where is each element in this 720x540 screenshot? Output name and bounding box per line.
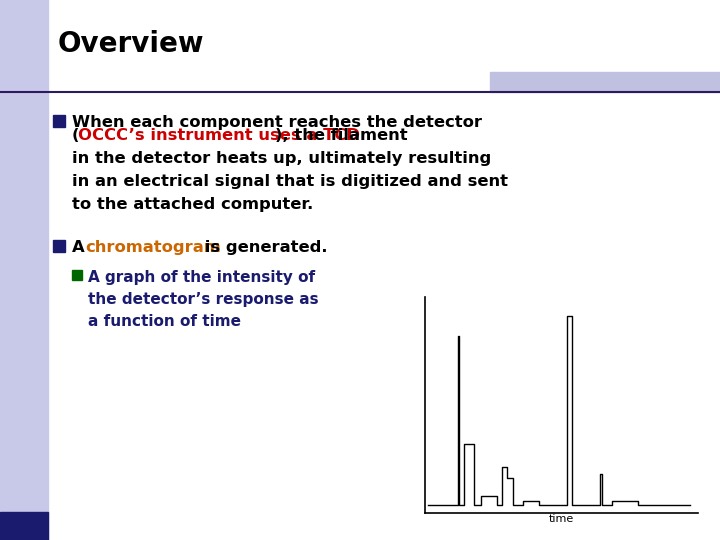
Text: in the detector heats up, ultimately resulting: in the detector heats up, ultimately res… bbox=[72, 151, 491, 166]
X-axis label: time: time bbox=[549, 515, 575, 524]
Text: A: A bbox=[72, 240, 91, 255]
Text: chromatogram: chromatogram bbox=[85, 240, 221, 255]
Text: to the attached computer.: to the attached computer. bbox=[72, 197, 313, 212]
Text: Overview: Overview bbox=[58, 30, 204, 58]
Text: the detector’s response as: the detector’s response as bbox=[88, 292, 319, 307]
Bar bbox=[53, 240, 65, 252]
Text: a function of time: a function of time bbox=[88, 314, 241, 329]
Text: (: ( bbox=[72, 128, 79, 143]
Text: in an electrical signal that is digitized and sent: in an electrical signal that is digitize… bbox=[72, 174, 508, 189]
Bar bbox=[0, 512, 48, 540]
Bar bbox=[0, 0, 48, 540]
Bar bbox=[72, 270, 82, 280]
Text: is generated.: is generated. bbox=[199, 240, 328, 255]
Bar bbox=[53, 115, 65, 127]
Text: ), the filament: ), the filament bbox=[275, 128, 408, 143]
Text: OCCC’s instrument uses a TCD: OCCC’s instrument uses a TCD bbox=[78, 128, 361, 143]
Text: When each component reaches the detector: When each component reaches the detector bbox=[72, 115, 482, 130]
Text: A graph of the intensity of: A graph of the intensity of bbox=[88, 270, 315, 285]
Bar bbox=[490, 72, 720, 92]
